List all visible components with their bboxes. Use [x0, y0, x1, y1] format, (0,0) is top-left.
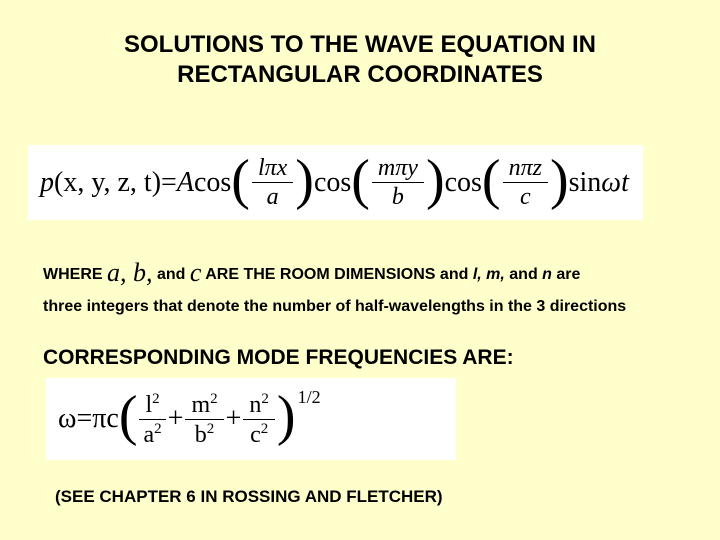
eq1-cos2: cos — [314, 167, 351, 199]
eq1-A: A — [177, 167, 194, 199]
where-and: and — [153, 266, 190, 283]
eq1-p: p — [40, 167, 54, 199]
eq2-pic: πc — [92, 403, 119, 435]
eq2-exp: 1/2 — [298, 387, 321, 408]
eq2-omega: ω — [58, 403, 76, 435]
where-ab: a, b, — [107, 258, 153, 287]
mode-frequencies-heading: CORRESPONDING MODE FREQUENCIES ARE: — [43, 346, 514, 370]
title-line-1: SOLUTIONS TO THE WAVE EQUATION IN — [124, 31, 596, 58]
where-m: m, — [482, 266, 505, 283]
frac-1: lπxa — [252, 156, 293, 209]
three-integers-line: three integers that denote the number of… — [43, 298, 626, 316]
where-n: n — [542, 266, 552, 283]
slide-title: SOLUTIONS TO THE WAVE EQUATION IN RECTAN… — [0, 0, 720, 90]
where-suffix: are — [552, 266, 580, 283]
eq1-eq: = — [161, 167, 177, 199]
where-l: l, — [473, 266, 482, 283]
frac-2: mπyb — [372, 156, 424, 209]
reference-line: (SEE CHAPTER 6 IN ROSSING AND FLETCHER) — [55, 487, 443, 507]
eq2-frac2: m2b2 — [185, 392, 223, 447]
eq1-cos1: cos — [194, 167, 231, 199]
eq2-plus1: + — [168, 403, 184, 435]
eq1-wt: ωt — [601, 167, 629, 199]
eq2-frac1: l2a2 — [139, 392, 165, 447]
eq2-eq: = — [76, 403, 92, 435]
frac-3: nπzc — [503, 156, 548, 209]
where-line: WHERE a, b, and c ARE THE ROOM DIMENSION… — [43, 258, 580, 288]
eq2-frac3: n2c2 — [243, 392, 275, 447]
wave-equation-box: p(x, y, z, t) = A cos(lπxa) cos(mπyb) co… — [28, 145, 643, 220]
title-line-2: RECTANGULAR COORDINATES — [177, 61, 543, 88]
eq1-args: (x, y, z, t) — [54, 167, 161, 199]
eq2-plus2: + — [226, 403, 242, 435]
where-mid: ARE THE ROOM DIMENSIONS and — [201, 266, 472, 283]
where-prefix: WHERE — [43, 266, 107, 283]
where-c: c — [190, 258, 202, 287]
eq1-sin: sin — [569, 167, 602, 199]
eq1-cos3: cos — [445, 167, 482, 199]
where-and2: and — [505, 266, 542, 283]
frequency-equation-box: ω = πc (l2a2 + m2b2 + n2c2)1/2 — [46, 378, 456, 460]
